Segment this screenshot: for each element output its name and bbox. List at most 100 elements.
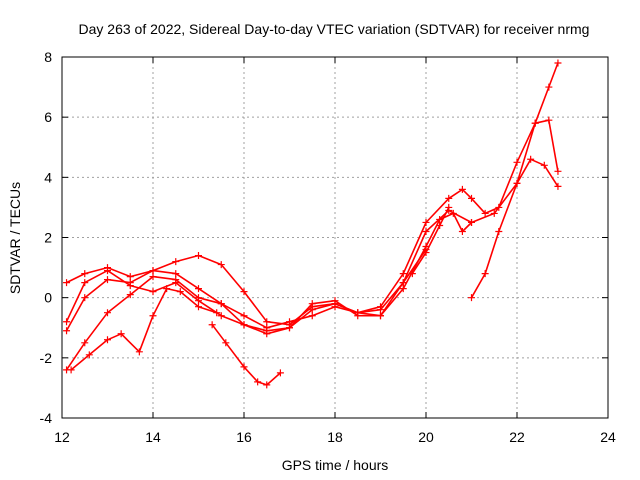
data-point-marker — [195, 303, 202, 311]
data-point-marker — [308, 306, 316, 314]
data-point-marker — [495, 227, 503, 235]
data-point-marker — [81, 339, 89, 347]
data-point-marker — [468, 218, 475, 226]
y-tick-label: 8 — [44, 49, 52, 65]
data-point-marker — [377, 312, 384, 320]
data-point-marker — [240, 321, 248, 329]
series-track-e — [67, 285, 221, 374]
data-point-marker — [263, 381, 271, 389]
data-point-marker — [163, 285, 171, 293]
data-point-marker — [449, 209, 457, 217]
data-point-marker — [217, 261, 225, 269]
data-point-marker — [445, 194, 453, 202]
data-point-marker — [240, 288, 248, 296]
data-point-marker — [377, 306, 384, 314]
data-point-marker — [240, 363, 248, 371]
data-point-marker — [135, 348, 143, 356]
y-tick-label: 6 — [44, 109, 52, 125]
data-point-marker — [354, 309, 362, 317]
x-tick-label: 18 — [327, 429, 343, 445]
y-tick-label: 4 — [44, 169, 52, 185]
data-point-marker — [104, 336, 111, 344]
x-axis-label: GPS time / hours — [282, 457, 389, 473]
data-point-marker — [63, 318, 71, 326]
data-point-marker — [554, 59, 562, 67]
data-point-marker — [263, 327, 271, 335]
data-point-marker — [104, 309, 111, 317]
data-point-marker — [308, 312, 316, 320]
data-point-marker — [545, 116, 553, 124]
data-point-marker — [81, 270, 89, 278]
data-point-marker — [195, 252, 202, 260]
data-point-marker — [445, 203, 453, 211]
series-line — [65, 119, 559, 332]
data-point-marker — [63, 279, 71, 287]
data-point-marker — [408, 270, 416, 278]
data-point-marker — [276, 369, 284, 377]
data-point-marker — [481, 209, 489, 217]
data-point-marker — [308, 300, 316, 308]
series-line — [70, 287, 218, 371]
data-point-marker — [63, 327, 71, 335]
data-point-marker — [254, 378, 262, 386]
x-tick-label: 22 — [509, 429, 525, 445]
data-point-marker — [149, 267, 157, 275]
data-point-marker — [126, 282, 134, 290]
data-point-marker — [222, 339, 230, 347]
data-point-marker — [422, 218, 430, 226]
series-track-d — [63, 246, 430, 335]
data-point-marker — [217, 300, 225, 308]
data-point-marker — [436, 221, 444, 229]
data-point-marker — [554, 182, 562, 190]
data-point-marker — [195, 297, 202, 305]
data-point-marker — [481, 270, 489, 278]
data-point-marker — [126, 273, 134, 281]
data-point-marker — [513, 158, 521, 166]
data-point-marker — [531, 119, 539, 127]
data-series — [63, 59, 562, 389]
data-point-marker — [176, 288, 184, 296]
data-point-marker — [213, 309, 221, 317]
data-point-marker — [399, 285, 407, 293]
data-point-marker — [458, 227, 466, 235]
data-point-marker — [527, 155, 535, 163]
data-point-marker — [172, 279, 180, 287]
x-tick-label: 24 — [600, 429, 616, 445]
data-point-marker — [240, 312, 248, 320]
x-tick-label: 20 — [418, 429, 434, 445]
data-point-marker — [554, 167, 562, 175]
data-point-marker — [286, 318, 293, 326]
x-tick-label: 16 — [236, 429, 252, 445]
data-point-marker — [540, 161, 548, 169]
x-tick-label: 14 — [145, 429, 161, 445]
grid — [62, 57, 608, 418]
data-point-marker — [195, 285, 202, 293]
series-track-g — [408, 203, 453, 278]
data-point-marker — [149, 273, 157, 281]
x-tick-label: 12 — [54, 429, 70, 445]
data-point-marker — [331, 300, 339, 308]
data-point-marker — [117, 330, 125, 338]
y-tick-label: -2 — [40, 350, 53, 366]
data-point-marker — [104, 267, 111, 275]
data-point-marker — [81, 279, 89, 287]
data-point-marker — [422, 249, 430, 257]
data-point-marker — [149, 312, 157, 320]
data-point-marker — [513, 179, 521, 187]
series-line — [411, 206, 450, 275]
data-point-marker — [104, 276, 111, 284]
y-tick-label: -4 — [40, 410, 53, 426]
y-axis-label: SDTVAR / TECUs — [7, 182, 23, 294]
y-tick-label: 0 — [44, 290, 52, 306]
data-point-marker — [263, 318, 271, 326]
series-track-h — [468, 155, 562, 302]
data-point-marker — [126, 291, 134, 299]
data-point-marker — [468, 194, 475, 202]
chart-title: Day 263 of 2022, Sidereal Day-to-day VTE… — [79, 21, 590, 37]
y-tick-label: 2 — [44, 230, 52, 246]
data-point-marker — [490, 209, 498, 217]
data-point-marker — [67, 366, 75, 374]
data-point-marker — [172, 258, 180, 266]
